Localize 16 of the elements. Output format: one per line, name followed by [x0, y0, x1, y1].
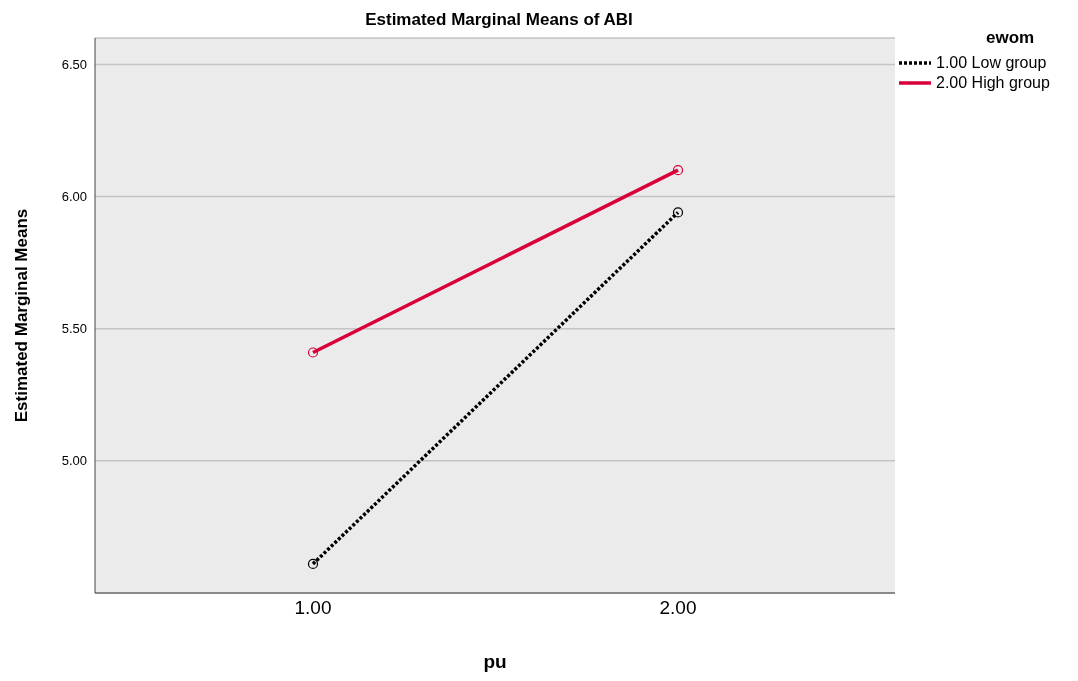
point: [307, 347, 319, 358]
point: [672, 165, 684, 176]
y-axis-title: Estimated Marginal Means: [12, 208, 32, 423]
point: [672, 207, 684, 218]
y-tick-label: 6.50: [61, 57, 87, 73]
y-tick-label: 5.50: [61, 321, 87, 337]
x-tick-label: 1.00: [294, 597, 332, 619]
y-tick-label: 5.00: [61, 453, 87, 469]
legend-label: 2.00 High group: [936, 74, 1050, 92]
point: [307, 558, 319, 570]
chart-title: Estimated Marginal Means of ABI: [364, 10, 634, 30]
legend-label: 1.00 Low group: [936, 54, 1047, 72]
x-axis-title: pu: [483, 651, 507, 672]
x-tick-label: 2.00: [659, 597, 697, 619]
legend-title: ewom: [986, 28, 1036, 48]
y-tick-label: 6.00: [61, 189, 87, 205]
